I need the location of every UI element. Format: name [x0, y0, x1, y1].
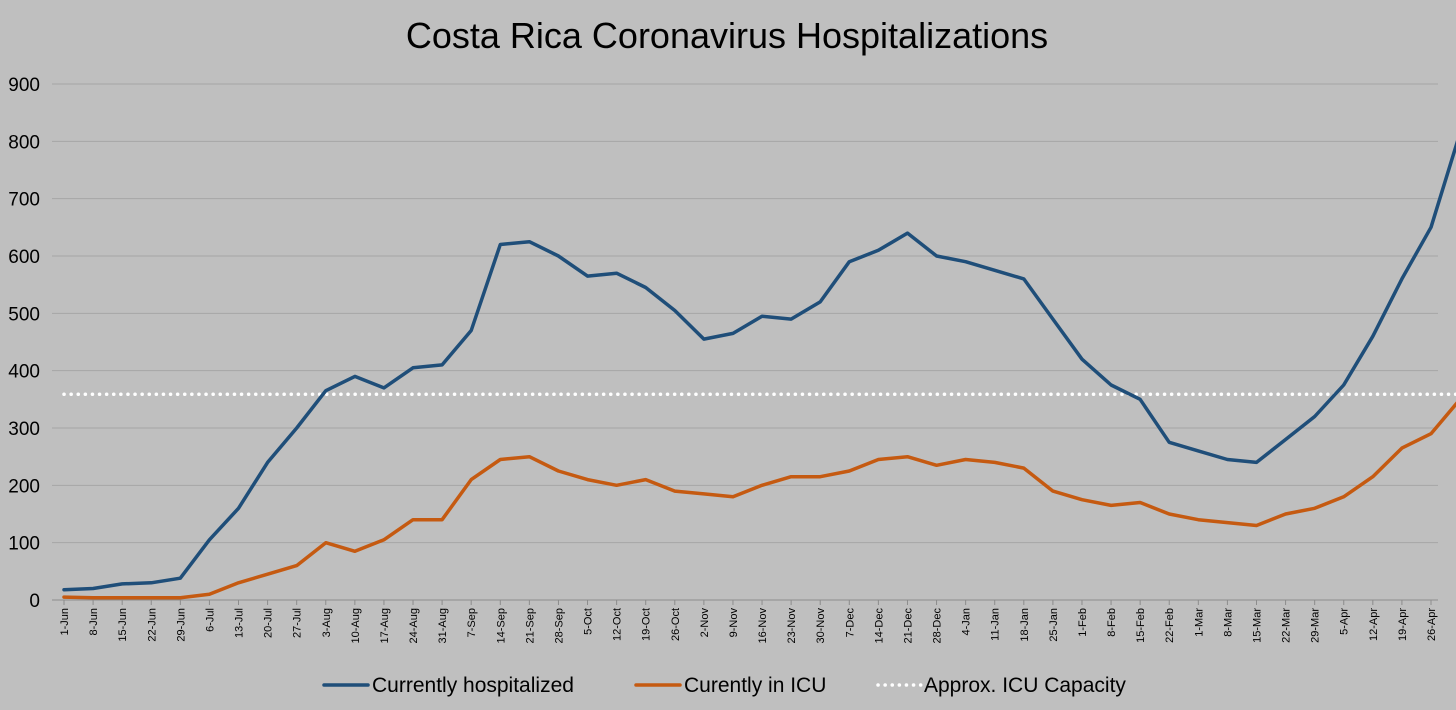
x-tick-label: 8-Feb: [1106, 608, 1118, 637]
x-tick-label: 11-Jan: [990, 608, 1002, 641]
x-tick-label: 1-Mar: [1193, 608, 1205, 637]
x-tick-label: 7-Sep: [466, 608, 478, 637]
x-tick-label: 25-Jan: [1048, 608, 1060, 642]
x-tick-label: 7-Dec: [844, 608, 856, 638]
y-tick-label: 600: [8, 247, 40, 268]
x-tick-label: 22-Feb: [1164, 608, 1176, 643]
x-tick-label: 19-Oct: [641, 608, 653, 641]
legend-label: Curently in ICU: [684, 674, 826, 697]
legend-label: Approx. ICU Capacity: [924, 674, 1126, 697]
legend-label: Currently hospitalized: [372, 674, 574, 697]
x-tick-label: 15-Feb: [1135, 608, 1147, 643]
x-tick-label: 5-Oct: [583, 608, 595, 635]
x-tick-label: 12-Oct: [612, 608, 624, 641]
x-tick-label: 1-Jun: [59, 608, 71, 636]
x-tick-label: 18-Jan: [1019, 608, 1031, 642]
x-tick-label: 10-Aug: [350, 608, 362, 643]
series-line-1: [62, 401, 1456, 600]
x-tick-label: 27-Jul: [292, 608, 304, 638]
x-tick-label: 21-Sep: [524, 608, 536, 643]
y-tick-label: 900: [8, 75, 40, 96]
y-tick-label: 300: [8, 419, 40, 440]
x-tick-label: 28-Dec: [932, 608, 944, 644]
x-tick-label: 22-Mar: [1281, 608, 1293, 643]
x-tick-label: 24-Aug: [408, 608, 420, 643]
gridlines: [52, 83, 1438, 544]
x-tick-label: 28-Sep: [553, 608, 565, 643]
x-tick-label: 13-Jul: [234, 608, 246, 638]
y-axis: 0 100 200 300 400 500 600 700 800 900: [8, 75, 40, 612]
x-axis: 1-Jun 8-Jun 15-Jun 22-Jun 29-Jun 6-Jul 13-Jul 2…: [52, 599, 1438, 644]
y-tick-label: 800: [8, 132, 40, 153]
x-tick-label: 6-Jul: [204, 608, 216, 632]
x-tick-label: 15-Jun: [117, 608, 129, 642]
x-tick-label: 12-Apr: [1368, 608, 1380, 641]
x-tick-label: 4-Jan: [961, 608, 973, 636]
x-tick-label: 21-Dec: [902, 608, 914, 644]
y-tick-label: 200: [8, 476, 40, 497]
x-tick-label: 26-Apr: [1426, 608, 1438, 641]
x-tick-label: 5-Apr: [1339, 608, 1351, 635]
y-tick-label: 500: [8, 304, 40, 325]
x-tick-label: 30-Nov: [815, 608, 827, 644]
y-tick-label: 0: [29, 591, 40, 612]
x-tick-label: 19-Apr: [1397, 608, 1409, 641]
x-tick-label: 14-Sep: [495, 608, 507, 643]
x-tick-label: 29-Mar: [1310, 608, 1322, 643]
legend: Currently hospitalized Curently in ICU App…: [322, 674, 1126, 697]
x-tick-label: 9-Nov: [728, 608, 740, 638]
x-tick-label: 26-Oct: [670, 608, 682, 641]
x-tick-label: 20-Jul: [263, 608, 275, 638]
x-tick-label: 23-Nov: [786, 608, 798, 644]
x-tick-label: 14-Dec: [873, 608, 885, 644]
x-tick-label: 16-Nov: [757, 608, 769, 644]
x-tick-label: 15-Mar: [1251, 608, 1263, 643]
x-tick-label: 29-Jun: [175, 608, 187, 642]
x-tick-label: 17-Aug: [379, 608, 391, 643]
chart-title: Costa Rica Coronavirus Hospitalizations: [406, 15, 1048, 56]
x-tick-label: 8-Mar: [1222, 608, 1234, 637]
x-tick-label: 22-Jun: [146, 608, 158, 642]
series-lines: [62, 140, 1456, 600]
x-tick-label: 2-Nov: [699, 608, 711, 638]
x-tick-label: 8-Jun: [88, 608, 100, 636]
y-tick-label: 700: [8, 190, 40, 211]
series-line-0: [62, 140, 1456, 592]
x-tick-label: 1-Feb: [1077, 608, 1089, 637]
y-tick-label: 400: [8, 362, 40, 383]
y-tick-label: 100: [8, 534, 40, 555]
x-tick-label: 31-Aug: [437, 608, 449, 643]
x-tick-label: 3-Aug: [321, 608, 333, 637]
